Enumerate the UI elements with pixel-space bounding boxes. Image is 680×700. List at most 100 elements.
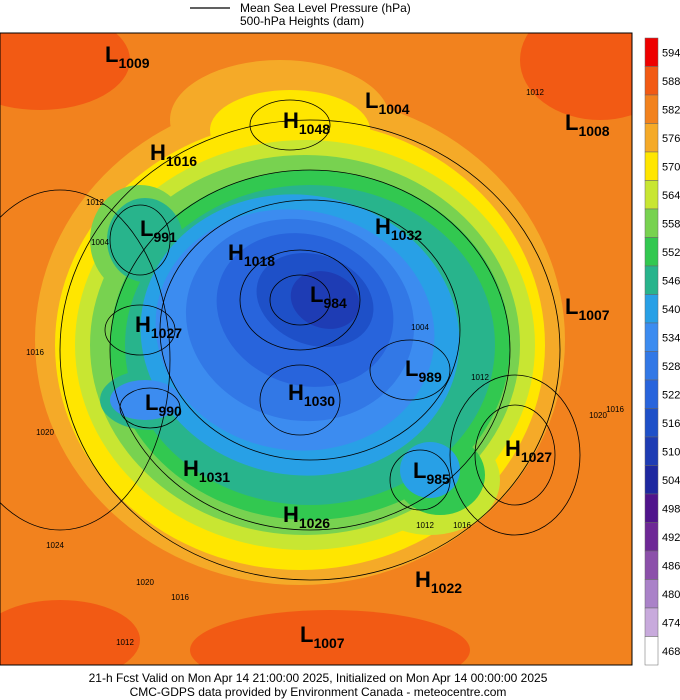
colorbar-swatch: [644, 493, 659, 523]
colorbar-swatch: [644, 436, 659, 466]
isobar: [109, 169, 511, 531]
footer-line-1: 21-h Fcst Valid on Mon Apr 14 21:00:00 2…: [89, 671, 548, 685]
center-symbol: L: [405, 356, 418, 381]
center-symbol: L: [105, 42, 118, 67]
isobar-label: 1012: [416, 521, 434, 530]
colorbar-tick-label: 546: [662, 275, 680, 287]
colorbar-tick-label: 486: [662, 560, 680, 572]
colorbar-tick-label: 576: [662, 133, 680, 145]
isobar-label: 1016: [606, 405, 624, 414]
isobar-label: 1016: [26, 348, 44, 357]
pressure-center: L989: [405, 356, 442, 385]
center-symbol: H: [135, 312, 151, 337]
isobar: [269, 274, 331, 326]
isobar: [259, 364, 341, 436]
colorbar-swatch: [644, 379, 659, 409]
pressure-center: H1022: [415, 567, 462, 596]
center-value: 1048: [299, 121, 330, 137]
pressure-center: H1032: [375, 214, 422, 243]
pressure-center: H1031: [183, 456, 230, 485]
pressure-center: L984: [310, 282, 347, 311]
colorbar-swatch: [644, 294, 659, 324]
pressure-center: L991: [140, 216, 177, 245]
pressure-center: L1007: [300, 622, 345, 651]
center-value: 990: [158, 403, 182, 419]
colorbar-tick-label: 588: [662, 76, 680, 88]
center-symbol: L: [413, 458, 426, 483]
colorbar-swatch: [644, 636, 659, 666]
colorbar-swatch: [644, 237, 659, 267]
footer-line-2: CMC-GDPS data provided by Environment Ca…: [130, 685, 507, 699]
colorbar-tick-label: 564: [662, 190, 680, 202]
colorbar-tick-label: 558: [662, 218, 680, 230]
height-field: [290, 271, 360, 329]
center-value: 1027: [521, 449, 552, 465]
center-value: 989: [418, 369, 442, 385]
isobar-label: 1012: [116, 638, 134, 647]
isobar: [159, 199, 461, 461]
colorbar-tick-label: 528: [662, 361, 680, 373]
height-field: [400, 442, 460, 498]
pressure-center: L1008: [565, 110, 610, 139]
colorbar-swatch: [644, 465, 659, 495]
isobar: [0, 189, 171, 531]
center-value: 991: [153, 229, 177, 245]
center-symbol: L: [365, 88, 378, 113]
center-symbol: L: [300, 622, 313, 647]
height-field: [0, 33, 130, 110]
pressure-center: L1004: [365, 88, 410, 117]
legend-fill-label: 500-hPa Heights (dam): [240, 14, 364, 28]
colorbar-tick-label: 498: [662, 503, 680, 515]
isobar: [239, 249, 361, 351]
center-value: 1016: [166, 153, 197, 169]
colorbar: 594 588 582 576 570 564 558 552 546 540 534 528 522 5…: [644, 37, 680, 666]
colorbar-tick-label: 582: [662, 104, 680, 116]
legend-line-label: Mean Sea Level Pressure (hPa): [240, 1, 411, 15]
center-symbol: H: [288, 380, 304, 405]
colorbar-tick-label: 594: [662, 47, 680, 59]
pressure-center: H1018: [228, 240, 275, 269]
height-field: [190, 610, 470, 665]
colorbar-tick-label: 480: [662, 589, 680, 601]
center-symbol: H: [375, 214, 391, 239]
center-value: 1007: [313, 635, 344, 651]
center-value: 1026: [299, 515, 330, 531]
colorbar-swatch: [644, 522, 659, 552]
colorbar-swatch: [644, 351, 659, 381]
pressure-center: H1016: [150, 140, 197, 169]
colorbar-tick-label: 540: [662, 304, 680, 316]
center-symbol: H: [505, 436, 521, 461]
center-value: 1022: [431, 580, 462, 596]
colorbar-swatch: [644, 37, 659, 67]
isobar: [59, 119, 561, 581]
pressure-center: L985: [413, 458, 450, 487]
isobar-label: 1012: [471, 373, 489, 382]
center-symbol: L: [140, 216, 153, 241]
center-symbol: H: [150, 140, 166, 165]
isobar-label: 1016: [171, 593, 189, 602]
colorbar-swatch: [644, 208, 659, 238]
colorbar-swatch: [644, 322, 659, 352]
pressure-center: L1007: [565, 294, 610, 323]
isobar-label: 1020: [136, 578, 154, 587]
height-field: [520, 33, 632, 120]
colorbar-tick-label: 468: [662, 646, 680, 658]
isobar: [389, 449, 451, 511]
colorbar-tick-label: 516: [662, 418, 680, 430]
height-field: [0, 600, 140, 665]
colorbar-tick-label: 474: [662, 617, 680, 629]
pressure-center: H1048: [283, 108, 330, 137]
isobar-label: 1020: [589, 411, 607, 420]
map-frame: [0, 32, 633, 666]
isobar: [104, 304, 176, 356]
isobar-label: 1012: [526, 88, 544, 97]
center-value: 1027: [151, 325, 182, 341]
center-value: 1032: [391, 227, 422, 243]
center-value: 1031: [199, 469, 230, 485]
center-symbol: L: [565, 294, 578, 319]
colorbar-tick-label: 552: [662, 247, 680, 259]
colorbar-swatch: [644, 607, 659, 637]
colorbar-swatch: [644, 408, 659, 438]
